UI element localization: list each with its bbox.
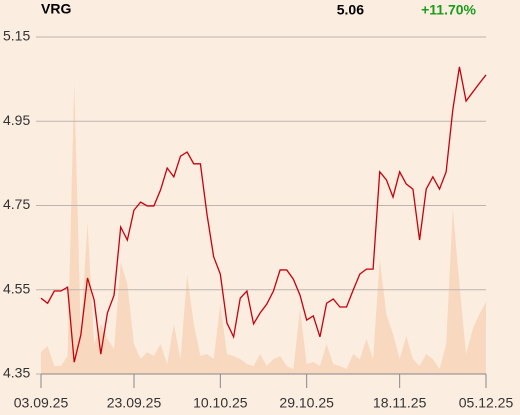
chart-title: VRG (41, 1, 71, 17)
y-tick-label: 4.35 (3, 365, 30, 381)
volume-area (41, 82, 486, 374)
x-tick-label: 23.09.25 (107, 395, 162, 411)
x-tick-label: 29.10.25 (279, 395, 334, 411)
x-tick-label: 18.11.25 (373, 395, 427, 411)
y-tick-label: 4.55 (3, 280, 30, 296)
price-line (40, 66, 487, 363)
price-change: +11.70% (421, 2, 476, 18)
x-tick-label: 05.12.25 (459, 395, 514, 411)
y-tick-label: 4.95 (3, 112, 30, 128)
y-tick-label: 4.75 (3, 196, 30, 212)
x-tick-label: 10.10.25 (193, 395, 248, 411)
x-tick-label: 03.09.25 (14, 395, 69, 411)
last-price: 5.06 (337, 2, 364, 18)
y-tick-label: 5.15 (3, 28, 30, 44)
